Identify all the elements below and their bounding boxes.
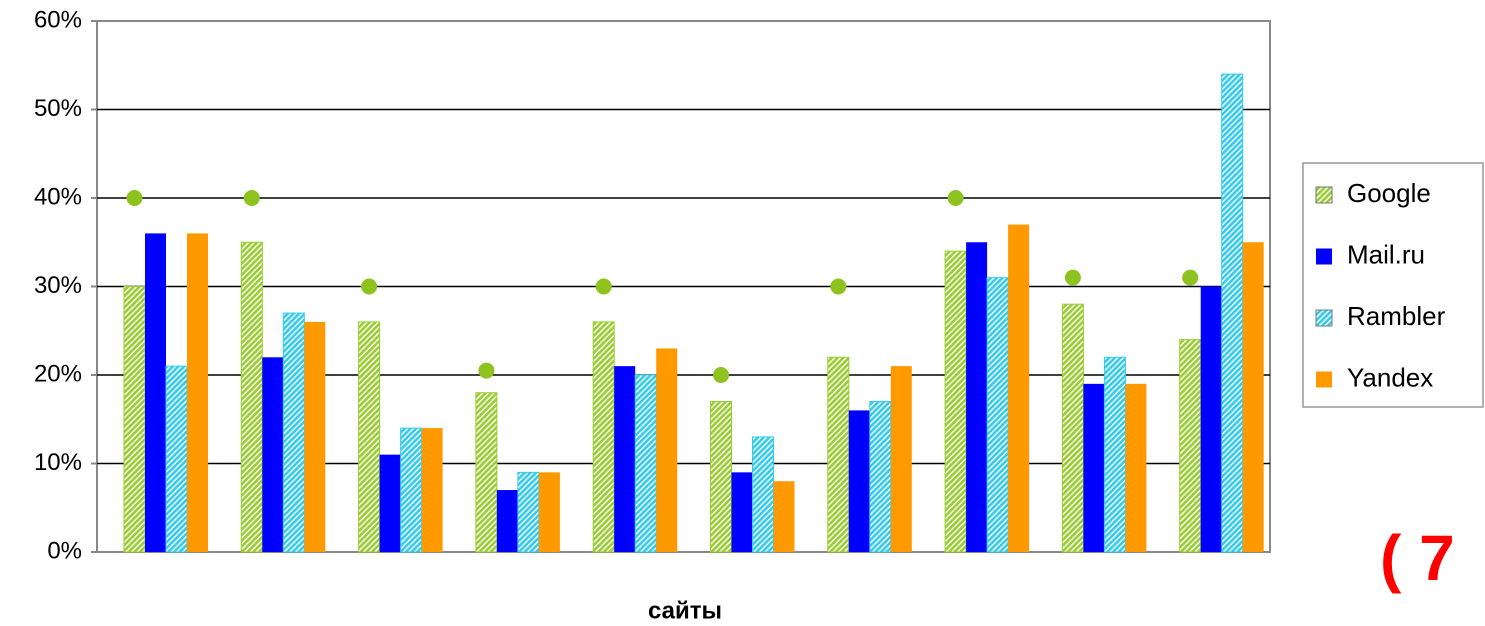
marker-dot <box>830 278 847 295</box>
marker-dot <box>478 362 495 379</box>
bar <box>538 472 560 552</box>
bar <box>304 321 326 552</box>
annotation: ( 7 <box>1380 522 1455 594</box>
marker-dot <box>1064 269 1081 286</box>
legend-label: Yandex <box>1347 362 1433 392</box>
bar <box>592 321 615 553</box>
marker-dot <box>947 190 964 206</box>
y-tick-label: 20% <box>34 360 82 387</box>
bar <box>145 233 166 552</box>
bar <box>282 312 305 553</box>
bar <box>634 374 657 553</box>
bar <box>475 392 498 553</box>
legend-swatch <box>1315 309 1333 327</box>
bar <box>869 401 892 553</box>
bar <box>358 321 381 553</box>
bar <box>262 357 284 552</box>
marker-dot <box>713 367 729 383</box>
y-tick-label: 50% <box>34 95 82 122</box>
bar <box>986 277 1009 553</box>
marker-dot <box>243 190 260 206</box>
bar <box>731 472 753 552</box>
marker-dot <box>126 190 143 206</box>
bar <box>752 436 774 553</box>
bar <box>187 233 208 552</box>
marker-dot <box>361 278 378 295</box>
bar <box>1200 286 1222 552</box>
bar <box>421 428 443 552</box>
bar <box>944 250 967 553</box>
y-tick-label: 60% <box>34 6 82 33</box>
bar <box>614 366 636 552</box>
y-tick-label: 40% <box>34 183 82 210</box>
bar <box>1242 242 1264 552</box>
bar <box>1179 339 1202 553</box>
legend-swatch <box>1316 248 1332 265</box>
legend-swatch <box>1316 371 1332 388</box>
legend-label: Google <box>1347 178 1431 208</box>
x-axis-label: сайты <box>648 597 722 624</box>
marker-dot <box>595 278 612 295</box>
bar <box>1061 303 1084 553</box>
bar <box>496 490 518 552</box>
bar <box>1221 73 1244 553</box>
y-tick-label: 10% <box>34 449 82 476</box>
bar <box>165 365 188 553</box>
bar <box>656 348 678 552</box>
bar <box>1125 383 1147 552</box>
legend-swatch <box>1315 186 1333 204</box>
bar <box>1008 224 1030 553</box>
legend-label: Mail.ru <box>1347 239 1425 269</box>
bar <box>966 242 988 552</box>
y-tick-label: 30% <box>34 272 82 299</box>
bar <box>1083 383 1105 552</box>
bar <box>773 481 795 552</box>
bar <box>123 286 146 553</box>
bar <box>848 410 870 552</box>
bar <box>710 401 732 553</box>
bar <box>827 356 850 553</box>
marker-dot <box>1182 269 1199 286</box>
bar <box>517 471 540 553</box>
legend-label: Rambler <box>1347 301 1446 331</box>
legend-box <box>1302 162 1484 408</box>
bar <box>379 454 401 552</box>
y-tick-label: 0% <box>47 537 82 564</box>
bar <box>240 241 263 553</box>
bar <box>400 427 423 553</box>
bar <box>890 366 912 552</box>
bar <box>1103 356 1126 553</box>
